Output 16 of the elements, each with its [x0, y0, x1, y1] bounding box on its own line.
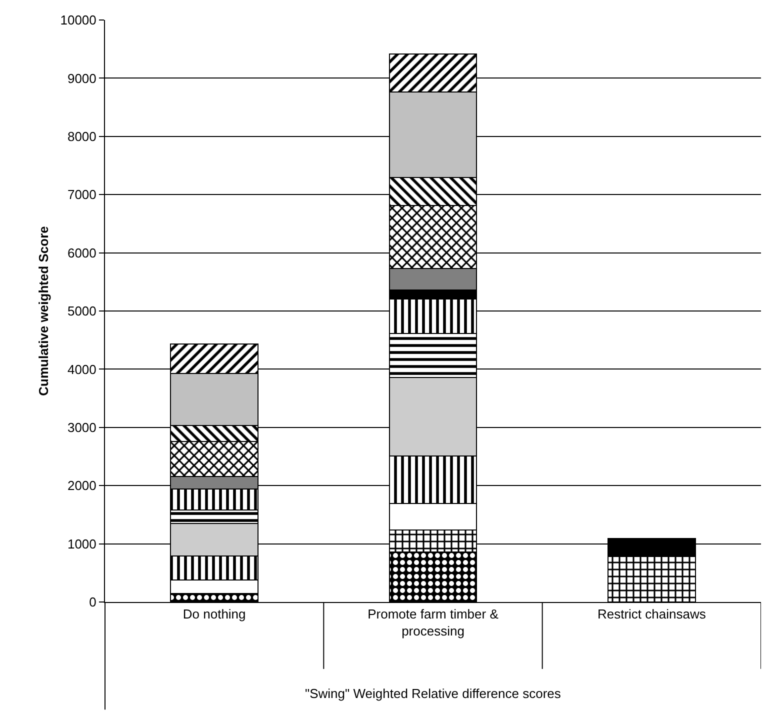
x-axis-title: "Swing" Weighted Relative difference scores — [305, 686, 562, 701]
y-tick-label: 7000 — [67, 187, 96, 202]
y-tick-label: 1000 — [67, 536, 96, 552]
x-tick-label: Promote farm timber & processing — [368, 606, 499, 638]
x-tick-label: Restrict chainsaws — [597, 606, 706, 622]
y-tick-label: 9000 — [67, 70, 96, 86]
y-tick-label: 3000 — [67, 420, 96, 435]
y-axis-title: Cumulative weighted Score — [36, 226, 52, 396]
y-tick-label: 0 — [89, 594, 96, 610]
y-tick-label: 4000 — [67, 362, 96, 377]
y-tick-label: 2000 — [67, 478, 96, 494]
y-tick-label: 5000 — [67, 304, 96, 319]
x-tick-label: Do nothing — [182, 606, 246, 622]
y-tick-label: 10000 — [60, 12, 96, 28]
y-tick-label: 8000 — [67, 128, 96, 144]
y-tick-label: 6000 — [67, 245, 96, 260]
